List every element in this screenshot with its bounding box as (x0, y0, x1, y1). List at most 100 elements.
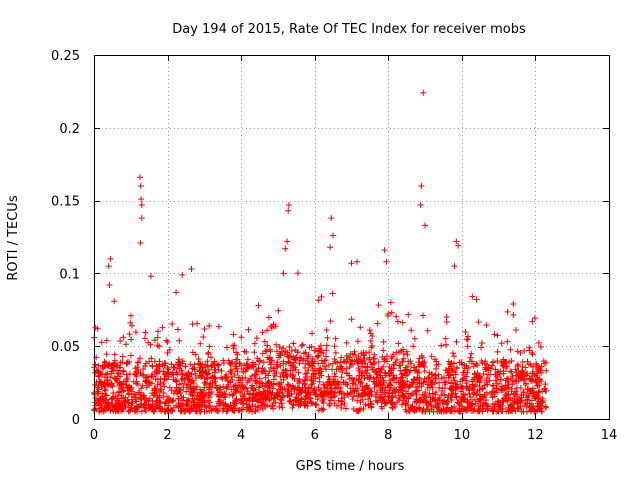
data-point (107, 374, 114, 381)
data-point (255, 302, 262, 309)
data-point (407, 367, 414, 374)
data-point (526, 347, 533, 354)
data-point (498, 383, 505, 390)
axis-ticks (94, 55, 610, 420)
y-tick-label: 0.25 (51, 49, 80, 64)
data-point (326, 401, 333, 408)
data-point (483, 375, 490, 382)
data-point (206, 322, 213, 329)
data-point (487, 371, 494, 378)
data-point (438, 375, 445, 382)
data-point (231, 371, 238, 378)
data-point (537, 344, 544, 351)
data-point (234, 368, 241, 375)
data-point (451, 353, 458, 360)
data-point (433, 365, 440, 372)
data-point (146, 358, 153, 365)
data-point (264, 342, 271, 349)
data-point (391, 375, 398, 382)
data-point (366, 327, 373, 334)
data-point (436, 384, 443, 391)
data-point (527, 361, 534, 368)
data-point (452, 369, 459, 376)
data-point (447, 379, 454, 386)
data-point (357, 356, 364, 363)
data-point (120, 387, 127, 394)
data-point (385, 310, 392, 317)
data-point (173, 289, 180, 296)
data-point (252, 403, 259, 410)
data-point (235, 374, 242, 381)
data-point (215, 361, 222, 368)
data-point (417, 201, 424, 208)
data-point (529, 318, 536, 325)
data-point (502, 391, 509, 398)
data-point (159, 361, 166, 368)
data-point (402, 406, 409, 413)
data-point (257, 357, 264, 364)
data-point (94, 325, 101, 332)
data-point (273, 391, 280, 398)
data-point (154, 397, 161, 404)
data-point (498, 340, 505, 347)
data-point (380, 338, 387, 345)
data-point (230, 404, 237, 411)
data-point (145, 382, 152, 389)
data-point (332, 373, 339, 380)
data-point (394, 399, 401, 406)
data-point (373, 389, 380, 396)
data-point (436, 379, 443, 386)
data-point (142, 329, 149, 336)
data-point (478, 340, 485, 347)
data-point (407, 358, 414, 365)
data-point (265, 382, 272, 389)
data-point (249, 408, 256, 415)
data-point (389, 389, 396, 396)
data-point (293, 394, 300, 401)
data-point (492, 366, 499, 373)
data-point (448, 386, 455, 393)
x-axis-label: GPS time / hours (296, 459, 405, 474)
data-point (505, 408, 512, 415)
data-points (91, 89, 550, 415)
data-point (152, 405, 159, 412)
data-point (273, 341, 280, 348)
data-point (212, 382, 219, 389)
data-point (150, 373, 157, 380)
data-point (487, 390, 494, 397)
data-point (175, 361, 182, 368)
data-point (151, 337, 158, 344)
data-point (304, 403, 311, 410)
data-point (92, 361, 99, 368)
x-axis-tick-labels: 0 2 4 6 8 10 12 14 (90, 428, 617, 443)
data-point (205, 366, 212, 373)
data-point (375, 371, 382, 378)
data-point (447, 394, 454, 401)
data-point (230, 383, 237, 390)
data-point (125, 390, 132, 397)
data-point (484, 402, 491, 409)
data-point (468, 350, 475, 357)
data-point (273, 348, 280, 355)
data-point (494, 370, 501, 377)
data-point (158, 408, 165, 415)
data-point (201, 375, 208, 382)
data-point (148, 372, 155, 379)
data-point (522, 400, 529, 407)
data-point (411, 377, 418, 384)
data-point (308, 362, 315, 369)
data-point (362, 401, 369, 408)
data-point (445, 358, 452, 365)
data-point (329, 290, 336, 297)
data-point (516, 371, 523, 378)
data-point (508, 385, 515, 392)
data-point (489, 382, 496, 389)
data-point (366, 349, 373, 356)
data-point (151, 390, 158, 397)
data-point (428, 406, 435, 413)
data-point (413, 406, 420, 413)
data-point (393, 349, 400, 356)
data-point (531, 394, 538, 401)
data-point (282, 360, 289, 367)
data-point (338, 404, 345, 411)
